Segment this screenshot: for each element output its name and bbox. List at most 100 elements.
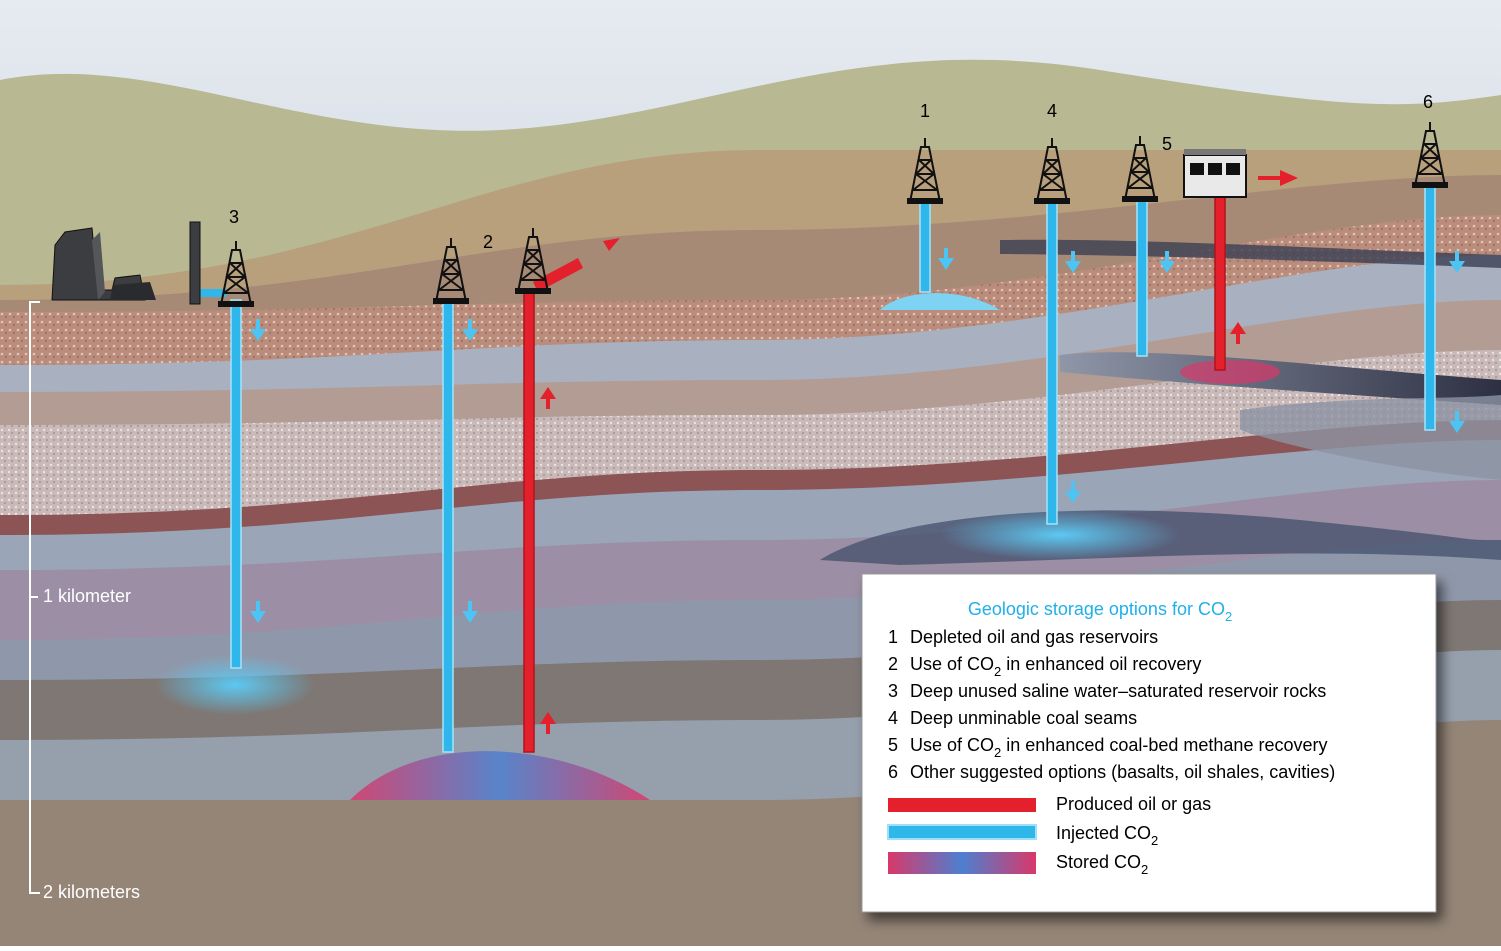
flow-arrow [540, 387, 556, 409]
pipe [230, 299, 242, 669]
chimney [189, 221, 201, 305]
flow-arrow [1449, 251, 1465, 273]
legend-text: Use of CO2 in enhanced coal-bed methane … [910, 735, 1327, 760]
stored-co2 [880, 293, 1000, 310]
legend-number: 1 [888, 627, 898, 647]
well-number: 2 [483, 232, 493, 252]
text-part: in enhanced oil recovery [1001, 654, 1201, 674]
power-plant [110, 282, 156, 300]
coal-seam [1000, 239, 1501, 268]
derrick-frame [909, 138, 941, 203]
flow-arrow [462, 601, 478, 623]
pipe [919, 199, 931, 293]
derrick-base [907, 198, 943, 204]
key-label: Produced oil or gas [1056, 794, 1211, 814]
derrick-frame [1124, 136, 1156, 201]
subscript: 2 [1141, 862, 1148, 877]
flow-arrow [1449, 411, 1465, 433]
scale-label: 1 kilometer [43, 586, 131, 606]
derrick [1122, 136, 1158, 202]
derrick-base [515, 288, 551, 294]
stored-co2 [1180, 360, 1280, 384]
pipe [1136, 199, 1148, 357]
text-part: Stored CO [1056, 852, 1141, 872]
power-plant [92, 232, 105, 300]
pipe [523, 289, 535, 753]
well-number: 1 [920, 101, 930, 121]
text-part: Use of CO [910, 735, 994, 755]
derrick-frame [220, 241, 252, 306]
derrick-frame [1036, 138, 1068, 203]
legend-text: Depleted oil and gas reservoirs [910, 627, 1158, 647]
derrick [433, 238, 469, 304]
injected-swatch [887, 824, 1037, 840]
legend-text: Deep unused saline water–saturated reser… [910, 681, 1326, 701]
legend-number: 2 [888, 654, 898, 674]
legend-text: Other suggested options (basalts, oil sh… [910, 762, 1335, 782]
text-part: Use of CO [910, 654, 994, 674]
derrick [1034, 138, 1070, 204]
subscript: 2 [994, 745, 1001, 760]
scale-bar [29, 301, 40, 894]
text-part: Deep unused saline water–saturated reser… [910, 681, 1326, 701]
derrick [218, 241, 254, 307]
stored-co2 [350, 751, 650, 800]
window [1226, 163, 1240, 175]
window [1208, 163, 1222, 175]
produced-swatch [888, 798, 1036, 812]
derrick [515, 228, 551, 294]
flow-arrow [250, 319, 266, 341]
legend-title: Geologic storage options for CO2 [968, 599, 1232, 624]
key-label: Stored CO2 [1056, 852, 1148, 877]
text-part: Injected CO [1056, 823, 1151, 843]
pipe [442, 299, 454, 753]
derrick-base [1122, 196, 1158, 202]
subscript: 2 [1151, 833, 1158, 848]
flow-arrow [1159, 251, 1175, 273]
pipe [1424, 184, 1436, 431]
derrick-base [218, 301, 254, 307]
text-part: Deep unminable coal seams [910, 708, 1137, 728]
pipe [1046, 199, 1058, 525]
legend-number: 4 [888, 708, 898, 728]
derrick-base [1034, 198, 1070, 204]
well-number: 3 [229, 207, 239, 227]
stored-co2 [940, 510, 1180, 560]
flow-arrow [938, 248, 954, 270]
flow-arrow [462, 319, 478, 341]
derrick-frame [1414, 122, 1446, 187]
scale-label: 2 kilometers [43, 882, 140, 902]
legend-number: 5 [888, 735, 898, 755]
text-part: Depleted oil and gas reservoirs [910, 627, 1158, 647]
text-part: Geologic storage options for CO [968, 599, 1225, 619]
derrick-frame [435, 238, 467, 303]
well-number: 4 [1047, 101, 1057, 121]
text-part: in enhanced coal-bed methane recovery [1001, 735, 1327, 755]
text-part: Produced oil or gas [1056, 794, 1211, 814]
flow-arrow [540, 712, 556, 734]
legend-text: Deep unminable coal seams [910, 708, 1137, 728]
flow-arrow [588, 238, 620, 255]
coal-seam [1060, 352, 1501, 405]
flow-arrow [1230, 322, 1246, 344]
subscript: 2 [994, 664, 1001, 679]
derrick-frame [517, 228, 549, 293]
derrick [907, 138, 943, 204]
flow-arrow [1065, 481, 1081, 503]
key-label: Injected CO2 [1056, 823, 1158, 848]
pipe [1214, 195, 1226, 371]
well-number: 6 [1423, 92, 1433, 112]
flow-arrow [250, 601, 266, 623]
legend-number: 6 [888, 762, 898, 782]
flow-arrow [1065, 251, 1081, 273]
legend-number: 3 [888, 681, 898, 701]
flow-arrow [1258, 170, 1298, 186]
pipe [196, 289, 226, 297]
subscript: 2 [1225, 609, 1232, 624]
window [1190, 163, 1204, 175]
plant-building [1183, 154, 1247, 198]
derrick [1412, 122, 1448, 188]
legend: Geologic storage options for CO2 1 Deplet… [861, 573, 1437, 913]
